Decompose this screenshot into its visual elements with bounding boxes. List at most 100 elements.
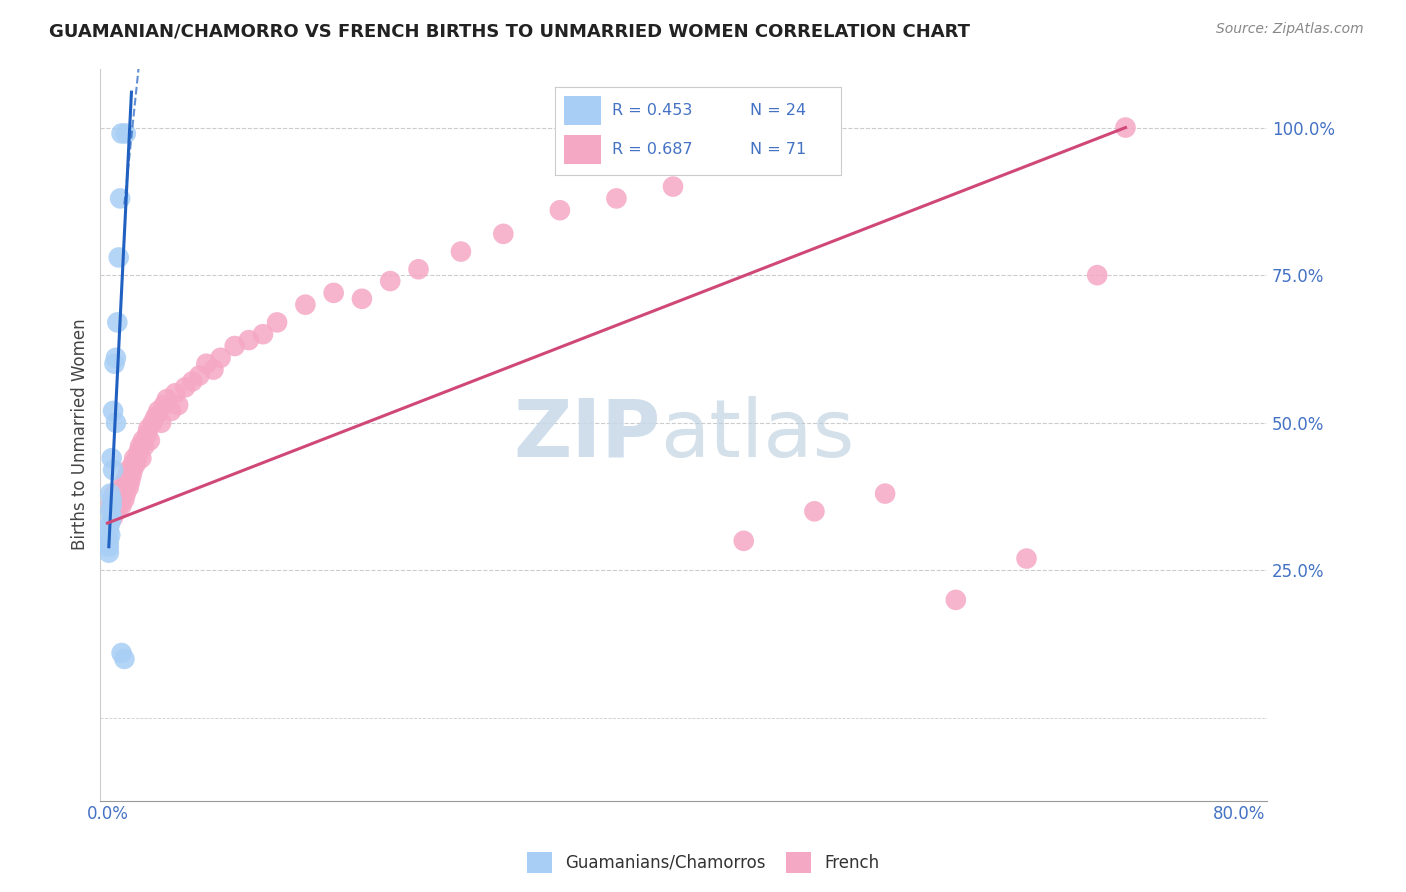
Point [733, 533, 755, 548]
Point [139, 434, 162, 448]
Point [107, 251, 129, 265]
Point [202, 362, 225, 376]
Point [97, 533, 120, 548]
Point [97, 540, 120, 554]
Point [110, 499, 132, 513]
Point [110, 646, 132, 660]
Legend: Guamanians/Chamorros, French: Guamanians/Chamorros, French [520, 846, 886, 880]
Point [115, 469, 138, 483]
Point [98, 504, 121, 518]
Point [156, 392, 179, 406]
Point [103, 486, 125, 500]
Point [124, 451, 146, 466]
Point [101, 492, 124, 507]
Point [548, 203, 571, 218]
Point [238, 333, 260, 347]
Point [108, 492, 131, 507]
Point [120, 469, 142, 483]
Point [174, 380, 197, 394]
Point [150, 416, 173, 430]
Point [129, 439, 152, 453]
Point [103, 357, 125, 371]
Point [110, 127, 132, 141]
Point [104, 416, 127, 430]
Point [132, 434, 155, 448]
Point [108, 191, 131, 205]
Point [153, 398, 176, 412]
Point [112, 492, 135, 507]
Point [142, 416, 165, 430]
Point [131, 451, 153, 466]
Point [875, 486, 897, 500]
Point [107, 486, 129, 500]
Point [100, 510, 122, 524]
Text: Source: ZipAtlas.com: Source: ZipAtlas.com [1216, 22, 1364, 37]
Point [104, 504, 127, 518]
Point [100, 504, 122, 518]
Point [209, 351, 232, 365]
Text: atlas: atlas [661, 395, 855, 474]
Point [134, 439, 156, 453]
Point [138, 422, 160, 436]
Point [350, 292, 373, 306]
Point [122, 463, 145, 477]
Point [117, 481, 139, 495]
Point [662, 179, 685, 194]
Point [105, 492, 128, 507]
Point [127, 451, 149, 466]
Y-axis label: Births to Unmarried Women: Births to Unmarried Women [72, 318, 89, 550]
Point [145, 409, 167, 424]
Point [98, 516, 121, 530]
Point [136, 427, 159, 442]
Point [110, 486, 132, 500]
Point [100, 492, 122, 507]
Point [128, 445, 150, 459]
Point [160, 404, 183, 418]
Point [105, 315, 128, 329]
Point [122, 457, 145, 471]
Point [104, 351, 127, 365]
Point [111, 481, 134, 495]
Point [492, 227, 515, 241]
Point [266, 315, 288, 329]
Point [125, 457, 148, 471]
Point [97, 546, 120, 560]
Point [101, 404, 124, 418]
Point [101, 463, 124, 477]
Point [1015, 551, 1038, 566]
Point [98, 528, 121, 542]
Point [112, 475, 135, 489]
Point [252, 327, 274, 342]
Point [195, 357, 218, 371]
Point [188, 368, 211, 383]
Point [114, 127, 136, 141]
Point [803, 504, 825, 518]
Point [380, 274, 402, 288]
Point [181, 375, 204, 389]
Point [148, 404, 170, 418]
Point [167, 398, 190, 412]
Point [118, 475, 141, 489]
Point [98, 499, 121, 513]
Point [114, 486, 136, 500]
Point [101, 510, 124, 524]
Point [605, 191, 627, 205]
Point [165, 386, 187, 401]
Point [1085, 268, 1108, 282]
Point [294, 298, 316, 312]
Point [98, 486, 121, 500]
Point [450, 244, 472, 259]
Text: ZIP: ZIP [513, 395, 661, 474]
Point [107, 499, 129, 513]
Point [100, 451, 122, 466]
Point [224, 339, 246, 353]
Point [117, 463, 139, 477]
Point [112, 652, 135, 666]
Point [408, 262, 430, 277]
Point [322, 285, 344, 300]
Text: GUAMANIAN/CHAMORRO VS FRENCH BIRTHS TO UNMARRIED WOMEN CORRELATION CHART: GUAMANIAN/CHAMORRO VS FRENCH BIRTHS TO U… [49, 22, 970, 40]
Point [945, 593, 967, 607]
Point [1114, 120, 1136, 135]
Point [103, 499, 125, 513]
Point [100, 499, 122, 513]
